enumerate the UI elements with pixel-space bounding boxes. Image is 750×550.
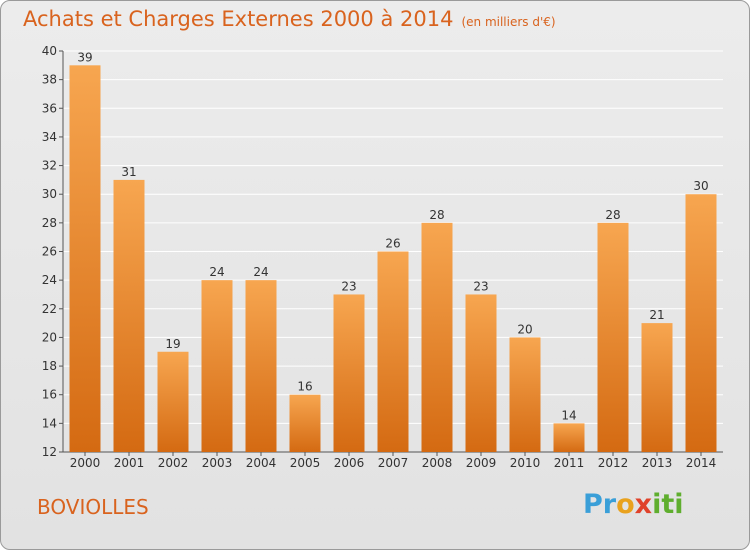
x-tick-label: 2007 [378, 456, 409, 470]
data-label: 23 [473, 279, 488, 293]
y-tick-label: 28 [42, 216, 57, 230]
y-tick-label: 16 [42, 388, 57, 402]
x-tick-label: 2012 [598, 456, 629, 470]
y-tick-label: 22 [42, 302, 57, 316]
data-label: 30 [693, 179, 708, 193]
y-tick-label: 38 [42, 73, 57, 87]
y-tick-label: 30 [42, 187, 57, 201]
place-name: BOVIOLLES [37, 495, 149, 519]
bar [509, 337, 541, 452]
data-label: 19 [165, 337, 180, 351]
bar [421, 222, 453, 452]
y-tick-label: 12 [42, 445, 57, 459]
x-tick-label: 2004 [246, 456, 277, 470]
bar [685, 194, 717, 452]
bar [641, 323, 673, 452]
bar [377, 251, 409, 452]
bar [333, 294, 365, 452]
data-label: 31 [121, 165, 136, 179]
x-tick-label: 2003 [202, 456, 233, 470]
y-tick-label: 18 [42, 359, 57, 373]
x-tick-label: 2009 [466, 456, 497, 470]
data-label: 28 [605, 208, 620, 222]
data-label: 21 [649, 308, 664, 322]
y-tick-label: 32 [42, 159, 57, 173]
x-tick-label: 2002 [158, 456, 189, 470]
data-label: 23 [341, 279, 356, 293]
data-label: 24 [209, 265, 224, 279]
bar [69, 65, 101, 453]
x-tick-label: 2013 [642, 456, 673, 470]
y-tick-label: 14 [42, 416, 57, 430]
bar [113, 179, 145, 452]
data-label: 39 [77, 50, 92, 64]
bar [597, 222, 629, 452]
x-tick-label: 2005 [290, 456, 321, 470]
bar [465, 294, 497, 452]
chart-subtitle: (en milliers d'€) [461, 15, 556, 29]
bar [157, 351, 189, 452]
bar [553, 423, 585, 452]
data-label: 14 [561, 408, 576, 422]
chart-title: Achats et Charges Externes 2000 à 2014 (e… [23, 7, 556, 31]
data-label: 28 [429, 208, 444, 222]
x-tick-label: 2014 [686, 456, 717, 470]
y-tick-label: 40 [42, 44, 57, 58]
x-tick-label: 2008 [422, 456, 453, 470]
data-label: 24 [253, 265, 268, 279]
bar [201, 280, 233, 452]
x-tick-label: 2011 [554, 456, 585, 470]
data-label: 16 [297, 380, 312, 394]
y-tick-label: 24 [42, 273, 57, 287]
x-tick-label: 2001 [114, 456, 145, 470]
x-tick-label: 2010 [510, 456, 541, 470]
data-label: 26 [385, 237, 400, 251]
bar [245, 280, 277, 452]
y-tick-label: 20 [42, 330, 57, 344]
y-tick-label: 36 [42, 101, 57, 115]
y-tick-label: 34 [42, 130, 57, 144]
x-tick-label: 2006 [334, 456, 365, 470]
title-text: Achats et Charges Externes 2000 à 2014 [23, 7, 454, 31]
proxiti-logo: Proxiti [583, 489, 684, 520]
bar [289, 394, 321, 452]
x-tick-label: 2000 [70, 456, 101, 470]
data-label: 20 [517, 322, 532, 336]
y-tick-label: 26 [42, 245, 57, 259]
